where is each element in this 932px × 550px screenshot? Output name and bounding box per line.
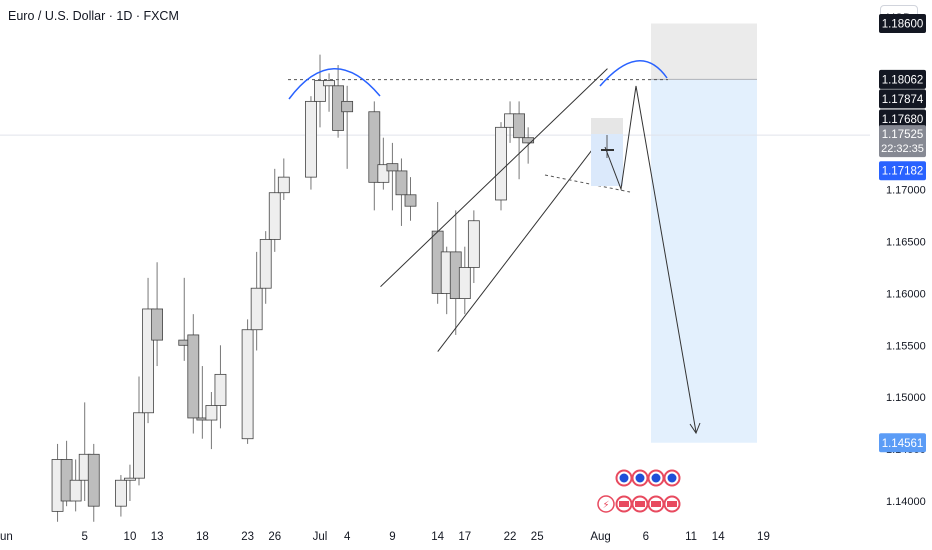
channel-lower-line xyxy=(437,127,609,352)
price-label-text: 1.14561 xyxy=(882,438,924,450)
x-tick-label: 26 xyxy=(268,531,281,543)
candle-body xyxy=(115,479,127,507)
y-tick-label: 1.15500 xyxy=(886,340,926,352)
candle-body xyxy=(205,405,218,421)
us-flag-icon xyxy=(667,473,677,483)
candle-body xyxy=(241,329,254,440)
us-flag-icon xyxy=(651,473,661,483)
price-label-box xyxy=(879,109,926,129)
flag-lower-dashed xyxy=(544,174,631,193)
x-tick-label: 4 xyxy=(344,531,351,543)
candle-body xyxy=(386,163,399,172)
x-tick-label: 6 xyxy=(643,531,649,543)
x-tick-label: 14 xyxy=(712,531,725,543)
candle-body xyxy=(341,100,354,113)
candle-body xyxy=(277,176,290,194)
projection-box xyxy=(591,118,623,134)
event-badges: ⚡ xyxy=(597,469,681,513)
candle-body xyxy=(250,287,263,331)
x-tick-label: Jul xyxy=(313,531,328,543)
price-label-text: 1.17874 xyxy=(882,94,924,106)
x-tick-label: Aug xyxy=(590,531,610,543)
candle-body xyxy=(495,126,507,201)
x-tick-label: 10 xyxy=(124,531,137,543)
candle-body xyxy=(323,80,335,87)
x-tick-label: un xyxy=(0,531,13,543)
candle-body xyxy=(87,453,100,507)
candle-body xyxy=(268,192,281,240)
candle-body xyxy=(513,113,525,139)
price-label-text: 1.17182 xyxy=(882,166,924,178)
x-tick-label: 13 xyxy=(151,531,164,543)
x-tick-label: 11 xyxy=(685,531,697,543)
lightning-icon: ⚡ xyxy=(602,500,609,511)
candle-body xyxy=(214,373,227,406)
us-flag-icon xyxy=(667,501,677,507)
candle-body xyxy=(142,308,154,414)
drawings xyxy=(288,60,701,435)
price-label-text: 1.18062 xyxy=(882,74,924,86)
y-tick-label: 1.15000 xyxy=(886,392,926,404)
candle-body xyxy=(314,80,326,102)
candle-body xyxy=(259,239,272,289)
candle-body xyxy=(458,267,471,299)
position-zones xyxy=(651,23,757,443)
x-tick-label: 23 xyxy=(241,531,254,543)
y-tick-label: 1.14000 xyxy=(886,496,926,508)
x-tick-label: 22 xyxy=(504,531,517,543)
candle-body xyxy=(305,100,317,178)
candle-body xyxy=(151,308,164,341)
x-tick-label: 18 xyxy=(196,531,209,543)
candles xyxy=(51,54,535,522)
candle-body xyxy=(404,194,417,207)
candle-body xyxy=(522,137,535,144)
price-label-box xyxy=(879,433,926,453)
left-shoulder-arc xyxy=(288,68,381,100)
candle-body xyxy=(69,479,82,502)
candle-body xyxy=(187,334,200,419)
candle-body xyxy=(395,170,408,196)
x-tick-label: 14 xyxy=(431,531,444,543)
candle-body xyxy=(124,477,136,481)
take-profit-zone xyxy=(651,79,757,443)
channel-upper-line xyxy=(380,68,608,288)
price-labels: 1.18600 1.18062 1.17874 1.17680 1.17525 22:32… xyxy=(879,14,926,453)
x-tick-label: 25 xyxy=(531,531,544,543)
countdown-label-text: 22:32:35 xyxy=(881,143,924,155)
y-tick-label: 1.17000 xyxy=(886,185,926,197)
price-label-box xyxy=(879,125,926,158)
price-label-text: 1.18600 xyxy=(882,19,924,31)
x-tick-label: 9 xyxy=(389,531,395,543)
x-tick-label: 5 xyxy=(81,531,87,543)
us-flag-icon xyxy=(619,501,629,507)
y-tick-label: 1.16500 xyxy=(886,237,926,249)
projected-path xyxy=(604,85,697,433)
candle-body xyxy=(377,164,390,183)
candle-body xyxy=(133,412,145,479)
us-flag-icon xyxy=(619,473,629,483)
price-label-box xyxy=(879,161,926,181)
price-label-box xyxy=(879,69,926,89)
price-label-text: 1.17680 xyxy=(882,114,924,126)
x-tick-label: 19 xyxy=(757,531,770,543)
us-flag-icon xyxy=(635,473,645,483)
price-label-text: 1.17525 xyxy=(882,129,924,141)
right-top-arc xyxy=(599,60,668,87)
us-flag-icon xyxy=(651,501,661,507)
x-tick-label: 17 xyxy=(458,531,471,543)
price-label-box xyxy=(879,89,926,109)
projected-arrow-head xyxy=(689,422,701,435)
symbol-title[interactable]: Euro / U.S. Dollar · 1D · FXCM xyxy=(8,9,179,23)
reference-lines xyxy=(0,79,870,136)
candle-body xyxy=(368,111,381,183)
y-tick-label: 1.16000 xyxy=(886,288,926,300)
x-axis: un 5 10 13 18 23 26 Jul 4 9 14 17 22 25 Aug 6 11 14 19 xyxy=(0,531,770,543)
lightning-icon xyxy=(597,495,615,513)
stop-loss-zone xyxy=(651,23,757,80)
candle-body xyxy=(467,220,480,268)
us-flag-icon xyxy=(635,501,645,507)
price-label-box xyxy=(879,14,926,34)
